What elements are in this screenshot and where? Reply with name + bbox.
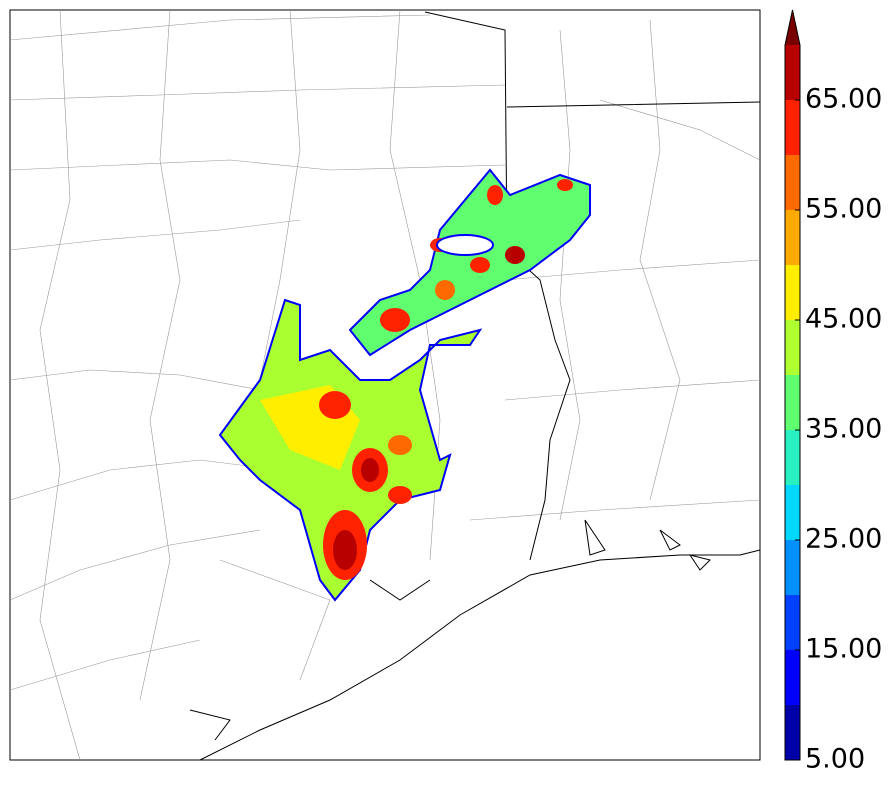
colorbar-bin (785, 430, 800, 485)
colorbar-bin (785, 320, 800, 375)
tick-label: 5.00 (805, 744, 865, 775)
tick-label: 35.00 (805, 414, 882, 445)
colorbar-bin (785, 650, 800, 705)
colorbar-bin (785, 705, 800, 760)
tick-label: 45.00 (805, 304, 882, 335)
colorbar-bin (785, 155, 800, 210)
tick-label: 25.00 (805, 524, 882, 555)
colorbar: 5.00 15.00 25.00 35.00 45.00 55.00 65.00 (784, 9, 882, 775)
tick-label: 55.00 (805, 194, 882, 225)
colorbar-bin (785, 540, 800, 595)
county-lines (9, 9, 761, 761)
colorbar-extend (785, 10, 800, 45)
map (9, 9, 761, 761)
colorbar-bin (785, 45, 800, 100)
colorbar-bin (785, 375, 800, 430)
colorbar-bin (785, 100, 800, 155)
colorbar-bin (785, 265, 800, 320)
tick-label: 15.00 (805, 634, 882, 665)
reflectivity (218, 168, 591, 602)
colorbar-bin (785, 595, 800, 650)
colorbar-bin (785, 485, 800, 540)
tick-label: 65.00 (805, 84, 882, 115)
colorbar-bin (785, 210, 800, 265)
